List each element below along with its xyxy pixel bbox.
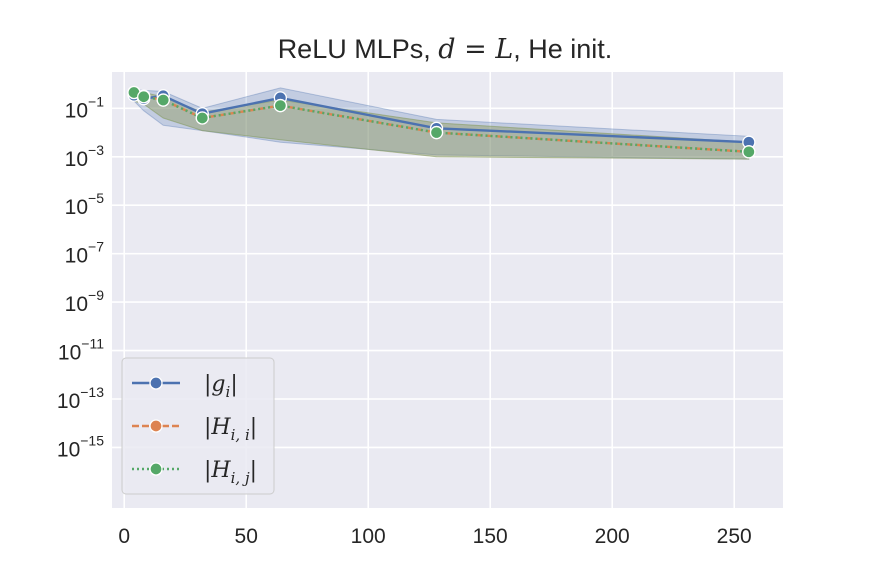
x-tick-label: 100: [351, 525, 386, 548]
legend-marker: [149, 376, 163, 390]
data-point: [742, 145, 756, 159]
chart-title-math: d = L: [438, 34, 513, 65]
legend-label: |Hi, j|: [204, 458, 257, 487]
x-tick-label: 150: [473, 525, 508, 548]
chart-title: ReLU MLPs, d = L, He init.: [278, 34, 613, 65]
y-tick-label: 10−13: [57, 384, 104, 413]
chart-title-prefix: ReLU MLPs,: [278, 34, 439, 64]
confidence-band: [133, 87, 750, 160]
data-point: [429, 125, 444, 140]
y-tick-label: 10−15: [57, 432, 104, 461]
y-tick-label: 10−9: [65, 287, 105, 316]
y-tick-label: 10−1: [65, 93, 105, 122]
legend-marker: [149, 419, 163, 433]
x-tick-label: 200: [595, 525, 630, 548]
x-tick-label: 50: [235, 525, 258, 548]
legend-label: |gi|: [204, 372, 238, 401]
data-point: [273, 98, 288, 113]
legend-label: |Hi, i|: [204, 415, 257, 444]
x-tick-label: 250: [717, 525, 752, 548]
data-point: [137, 90, 151, 104]
legend-marker: [149, 462, 163, 476]
chart-title-suffix: , He init.: [513, 34, 612, 64]
y-tick-label: 10−7: [65, 239, 105, 268]
x-tick-label: 0: [118, 525, 130, 548]
legend-box: [121, 357, 275, 495]
y-tick-label: 10−11: [58, 336, 104, 365]
y-tick-label: 10−5: [65, 190, 105, 219]
data-point: [195, 111, 209, 125]
y-tick-label: 10−3: [65, 142, 105, 171]
data-point: [156, 93, 170, 107]
